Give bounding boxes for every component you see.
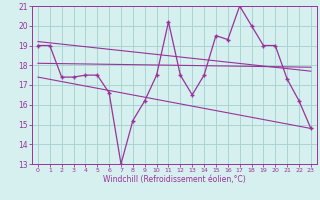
- X-axis label: Windchill (Refroidissement éolien,°C): Windchill (Refroidissement éolien,°C): [103, 175, 246, 184]
